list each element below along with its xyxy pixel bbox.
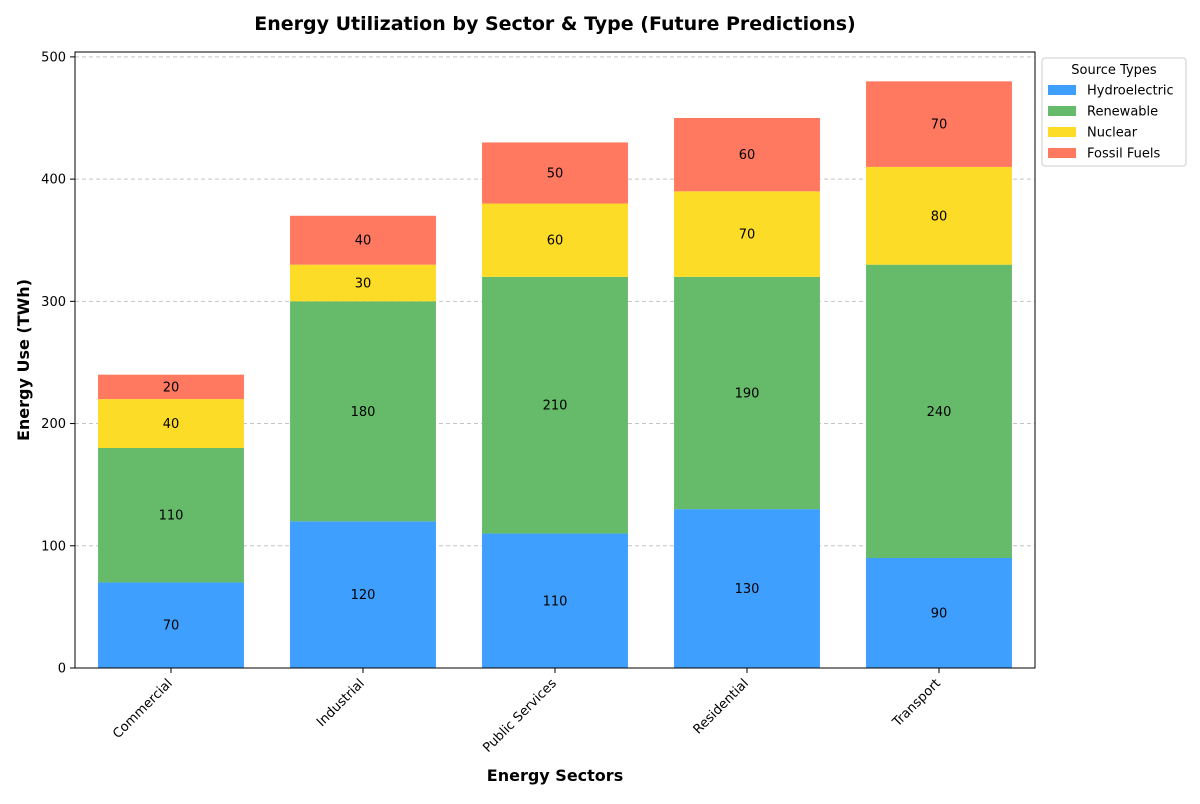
bar-commercial-fossil-fuels [98, 374, 244, 400]
bar-commercial-nuclear [98, 399, 244, 448]
bar-commercial-renewable [98, 448, 244, 583]
x-axis-label: Energy Sectors [487, 766, 623, 785]
bar-industrial-nuclear [290, 264, 436, 302]
legend-frame [1041, 57, 1187, 167]
bar-residential-fossil-fuels [674, 118, 820, 192]
bar-value-label: 70 [931, 118, 948, 133]
chart-title: Energy Utilization by Sector & Type (Fut… [254, 13, 855, 35]
bar-residential-hydroelectric [674, 509, 820, 668]
legend-swatch-renewable [1048, 106, 1076, 116]
legend: Source Types Hydroelectric Renewable Nucle… [1041, 57, 1187, 167]
y-tick-label: 100 [41, 539, 66, 554]
bar-value-label: 110 [543, 594, 568, 609]
bar-industrial-hydroelectric [290, 521, 436, 668]
legend-swatch-hydroelectric [1048, 85, 1076, 95]
bar-commercial-hydroelectric [98, 582, 244, 668]
bar-value-label: 90 [931, 607, 948, 622]
y-axis-label: Energy Use (TWh) [14, 279, 33, 441]
legend-label-fossil-fuels: Fossil Fuels [1087, 147, 1160, 162]
bar-value-label: 240 [927, 405, 952, 420]
bar-transport-nuclear [866, 166, 1012, 265]
legend-label-hydroelectric: Hydroelectric [1087, 84, 1174, 99]
bars [98, 81, 1012, 668]
bar-value-label: 190 [735, 387, 760, 402]
bar-value-label: 30 [355, 277, 372, 292]
legend-label-renewable: Renewable [1087, 105, 1158, 120]
bar-value-label: 70 [163, 619, 180, 634]
x-axis: Commercial Industrial Public Services Resid… [110, 668, 944, 756]
x-tick-label: Public Services [480, 676, 560, 756]
bar-value-label: 180 [351, 405, 376, 420]
legend-swatch-nuclear [1048, 127, 1076, 137]
bar-value-label: 40 [163, 417, 180, 432]
legend-title: Source Types [1071, 63, 1157, 78]
bar-value-label: 60 [739, 148, 756, 163]
y-tick-label: 500 [41, 50, 66, 65]
bar-industrial-fossil-fuels [290, 215, 436, 265]
bar-transport-hydroelectric [866, 558, 1012, 668]
bar-value-label: 110 [159, 509, 184, 524]
y-tick-label: 400 [41, 173, 66, 188]
bar-value-label: 210 [543, 399, 568, 414]
bar-value-label: 40 [355, 234, 372, 249]
bar-value-label: 50 [547, 167, 564, 182]
legend-items: Hydroelectric Renewable Nuclear Fossil Fuel… [1048, 84, 1174, 162]
bar-public-services-renewable [482, 276, 628, 534]
bar-industrial-renewable [290, 301, 436, 522]
bar-residential-renewable [674, 276, 820, 510]
x-tick-label: Transport [889, 676, 943, 730]
bar-value-label: 20 [163, 380, 180, 395]
x-tick-label: Commercial [110, 676, 176, 742]
y-tick-label: 0 [58, 662, 66, 677]
x-tick-label: Residential [691, 676, 752, 737]
bar-value-label: 70 [739, 228, 756, 243]
x-tick-label: Industrial [314, 676, 368, 730]
bar-transport-fossil-fuels [866, 81, 1012, 167]
bar-residential-nuclear [674, 191, 820, 277]
legend-label-nuclear: Nuclear [1087, 126, 1138, 141]
legend-swatch-fossil-fuels [1048, 148, 1076, 158]
bar-value-label: 120 [351, 588, 376, 603]
bar-value-label: 80 [931, 209, 948, 224]
bar-transport-renewable [866, 264, 1012, 558]
bar-labels: 70 110 40 20 120 180 30 40 110 210 60 50 130 190 70 60 9… [159, 118, 952, 634]
bar-public-services-hydroelectric [482, 533, 628, 668]
y-axis: 0 100 200 300 400 500 [41, 50, 75, 677]
bar-value-label: 60 [547, 234, 564, 249]
bar-public-services-nuclear [482, 203, 628, 277]
y-tick-label: 200 [41, 417, 66, 432]
y-tick-label: 300 [41, 295, 66, 310]
bar-value-label: 130 [735, 582, 760, 597]
bar-public-services-fossil-fuels [482, 142, 628, 204]
